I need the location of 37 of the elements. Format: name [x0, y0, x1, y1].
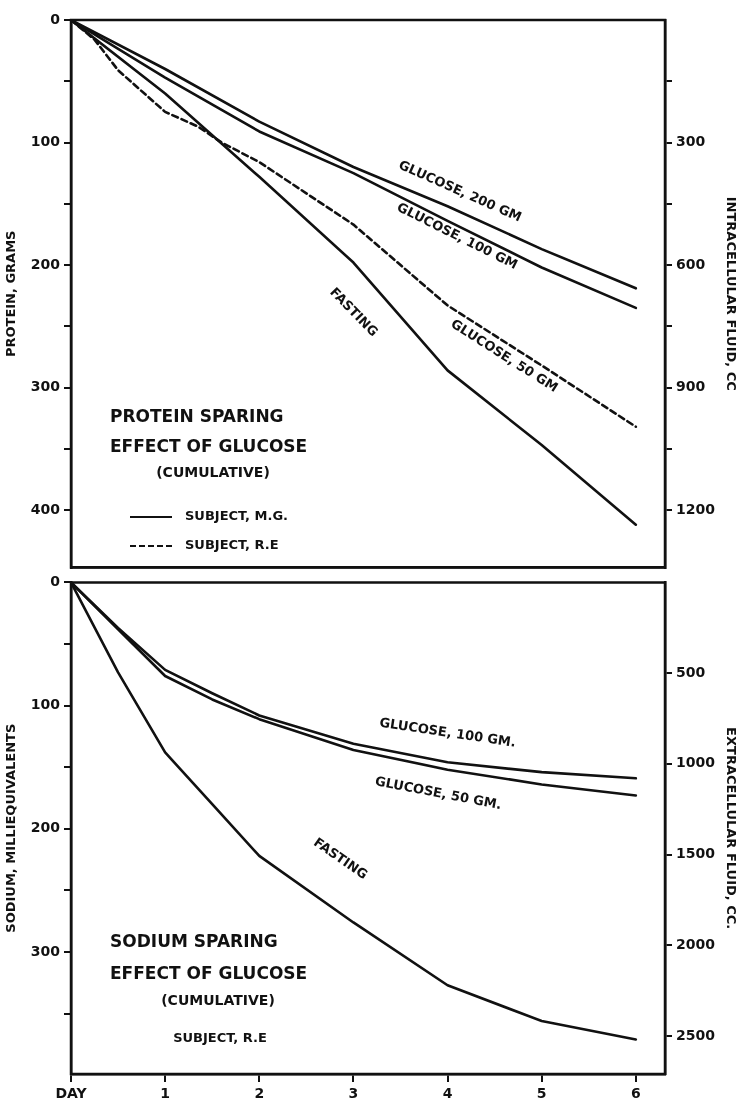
y-tick-label: 300 — [30, 942, 61, 959]
x-tick-label: 1 — [160, 1085, 171, 1102]
y-tick-label: 300 — [30, 378, 61, 395]
x-tick-label: 6 — [630, 1085, 641, 1102]
y-tick-label: 200 — [30, 819, 61, 836]
annotation: SUBJECT, R.E — [173, 1030, 267, 1046]
y2-tick-label: 2500 — [676, 1026, 716, 1043]
x-tick-label: 4 — [442, 1085, 453, 1102]
x-tick-label: DAY — [55, 1085, 88, 1102]
y2-tick-label: 900 — [676, 378, 706, 395]
y2-tick-label: 1500 — [676, 845, 716, 862]
y-tick-label: 100 — [30, 133, 61, 150]
y-tick-label: 400 — [30, 500, 61, 517]
annotation: SUBJECT, M.G. — [185, 508, 289, 524]
y2-tick-label: 500 — [676, 663, 706, 680]
y2-tick-label: 300 — [676, 133, 706, 150]
text: (CUMULATIVE) — [156, 463, 270, 480]
text: (CUMULATIVE) — [161, 991, 275, 1008]
text: GLUCOSE, 100 GM. — [378, 714, 517, 750]
y-axis-title: PROTEIN, GRAMS — [3, 230, 19, 358]
x-tick-label: 2 — [254, 1085, 265, 1102]
text: PROTEIN SPARING EFFECT OF GLUCOSE — [110, 406, 308, 457]
text: SODIUM SPARING EFFECT OF GLUCOSE — [110, 931, 308, 984]
y2-tick-label: 2000 — [676, 935, 716, 952]
y-axis-title: SODIUM, MILLIEQUIVALENTS — [3, 723, 19, 933]
y-tick-label: 0 — [50, 10, 61, 27]
x-tick-label: 5 — [536, 1085, 547, 1102]
y-tick-label: 100 — [30, 696, 61, 713]
annotation: SUBJECT, R.E — [185, 537, 279, 553]
y2-tick-label: 600 — [676, 255, 706, 272]
x-tick-label: 3 — [348, 1085, 359, 1102]
y2-tick-label: 1200 — [676, 501, 716, 518]
y2-tick-label: 1000 — [676, 754, 716, 771]
y-tick-label: 0 — [50, 573, 61, 590]
y2-axis-title: EXTRACELLULAR FLUID, CC. — [723, 727, 739, 930]
y-tick-label: 200 — [30, 255, 61, 272]
y2-axis-title: INTRACELLULAR FLUID, CC — [723, 196, 739, 391]
